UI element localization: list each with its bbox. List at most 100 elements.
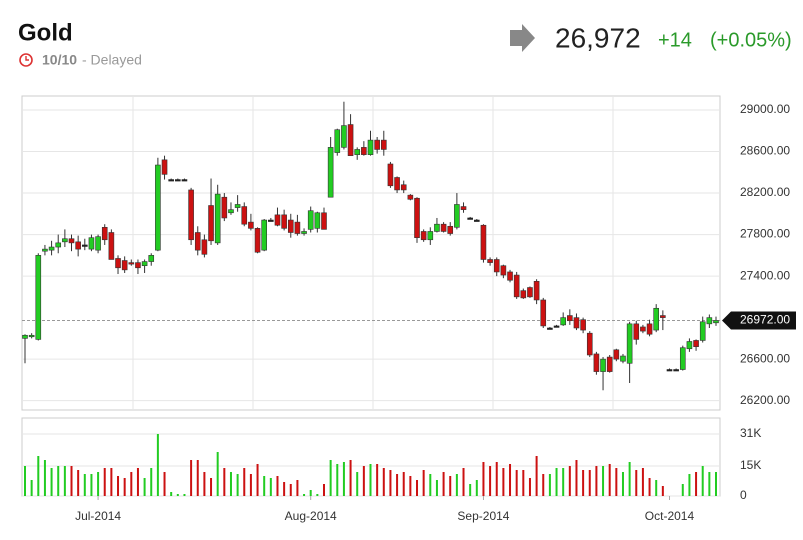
candle-body (666, 369, 673, 372)
candle-body (261, 219, 267, 251)
candle-body (161, 159, 168, 175)
volume-bar (515, 470, 518, 496)
candle-body (141, 261, 148, 267)
candle-body (474, 219, 480, 222)
volume-bar (635, 470, 638, 496)
candle-body (168, 179, 174, 182)
volume-bar (190, 460, 193, 496)
candle-body (55, 242, 62, 248)
candle-body (108, 232, 115, 260)
candle-body (22, 334, 28, 339)
volume-bar (156, 434, 159, 496)
volume-bar (136, 468, 139, 496)
volume-bar (442, 472, 445, 496)
candle-body (228, 209, 234, 214)
candle-body (75, 241, 81, 250)
volume-bar (548, 474, 551, 496)
candle-body (181, 179, 188, 182)
volume-bar (30, 480, 33, 496)
volume-bar (542, 474, 545, 496)
volume-bar (489, 466, 492, 496)
candle-body (547, 327, 553, 330)
volume-bar (249, 474, 252, 496)
candle-body (686, 341, 693, 350)
volume-bar (362, 466, 365, 496)
volume-bar (210, 478, 213, 496)
volume-bar (150, 468, 153, 496)
candle-body (274, 214, 281, 226)
date: 10/10 (42, 52, 77, 68)
candle-body (201, 239, 208, 255)
candle-body (148, 255, 155, 262)
volume-bar (455, 474, 458, 496)
volume-bar (24, 466, 26, 496)
candle-body (620, 355, 626, 362)
candle-body (460, 206, 467, 210)
candle-body (573, 317, 580, 329)
candle-body (580, 319, 586, 331)
candle-body (533, 280, 540, 301)
candle-body (660, 315, 666, 318)
candle-body (567, 315, 573, 322)
volume-bar (482, 462, 485, 496)
volume-bar (648, 478, 651, 496)
volume-bar (289, 484, 292, 496)
candle-body (327, 147, 334, 198)
candle-body (653, 307, 660, 331)
volume-bar (422, 470, 425, 496)
candle-body (414, 197, 420, 238)
candle-body (626, 323, 633, 364)
volume-bar (382, 468, 385, 496)
volume-bar (283, 482, 286, 496)
candle-body (394, 177, 400, 191)
candle-body (699, 321, 706, 341)
x-tick-label: Sep-2014 (457, 509, 509, 523)
volume-bar (342, 462, 345, 496)
volume-bar (628, 462, 631, 496)
volume-bar (475, 480, 478, 496)
candle-body (706, 317, 713, 325)
candle-body (194, 232, 201, 251)
volume-bar (70, 466, 73, 496)
volume-bar (582, 470, 585, 496)
volume-bar (309, 490, 312, 496)
volume-bar (528, 478, 531, 496)
change-pct: (+0.05%) (710, 29, 792, 51)
candle-body (487, 259, 493, 263)
candle-body (221, 196, 228, 219)
volume-bar (329, 460, 332, 496)
candle-body (101, 227, 108, 241)
volume-bar (316, 494, 319, 496)
volume-tick-label: 31K (740, 426, 761, 440)
volume-bar (535, 456, 538, 496)
volume-bar (509, 464, 512, 496)
clock-icon (19, 53, 33, 67)
candle-body (42, 248, 48, 252)
volume-bar (269, 478, 272, 496)
volume-bar (163, 472, 166, 496)
volume-bar (568, 466, 571, 496)
candle-body (155, 164, 161, 251)
volume-bar (176, 494, 179, 496)
volume-bar (77, 470, 80, 496)
volume-bar (349, 460, 352, 496)
candle-body (640, 326, 646, 332)
volume-bar (409, 476, 412, 496)
candle-body (520, 290, 527, 299)
candle-body (314, 212, 321, 229)
candle-body (188, 189, 194, 241)
volume-bar (641, 468, 644, 496)
y-tick-label: 27800.00 (740, 227, 790, 241)
candle-body (268, 219, 274, 222)
volume-bar (50, 468, 53, 496)
volume-bar (83, 474, 86, 496)
candle-body (606, 356, 613, 372)
candle-body (68, 238, 75, 244)
candle-body (234, 204, 241, 208)
candle-body (301, 231, 307, 234)
candle-body (115, 258, 121, 269)
candle-body (493, 259, 500, 273)
volume-bar (602, 466, 605, 496)
volume-bar (183, 494, 186, 496)
y-tick-label: 28600.00 (740, 144, 790, 158)
